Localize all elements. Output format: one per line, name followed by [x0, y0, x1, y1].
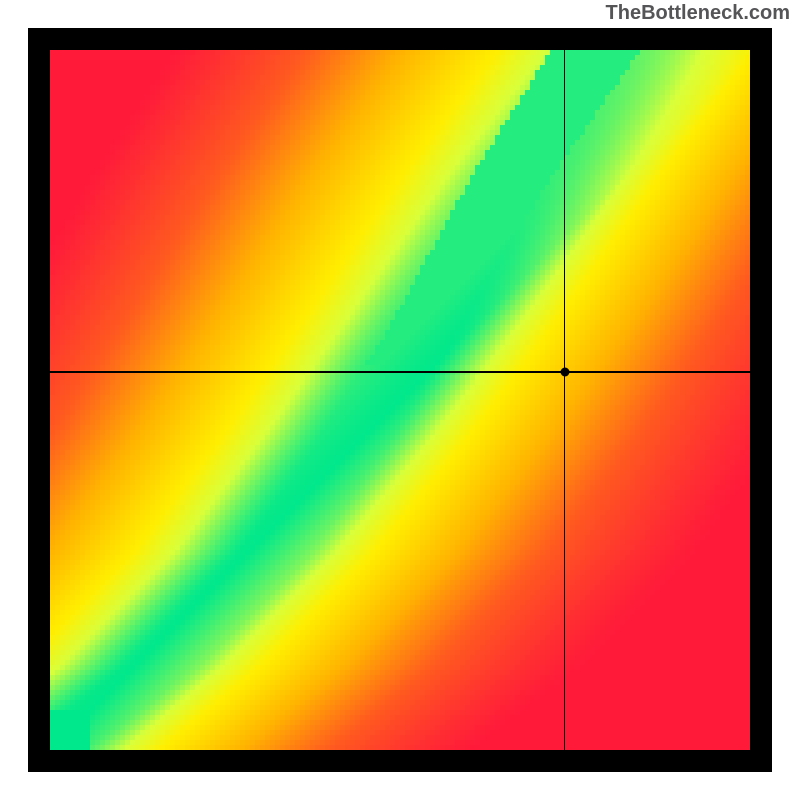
watermark-text: TheBottleneck.com — [606, 2, 790, 25]
crosshair-vertical — [564, 50, 565, 750]
bottleneck-heatmap — [50, 50, 750, 750]
crosshair-horizontal — [50, 371, 750, 372]
chart-frame — [28, 28, 772, 772]
crosshair-marker-dot — [560, 368, 569, 377]
